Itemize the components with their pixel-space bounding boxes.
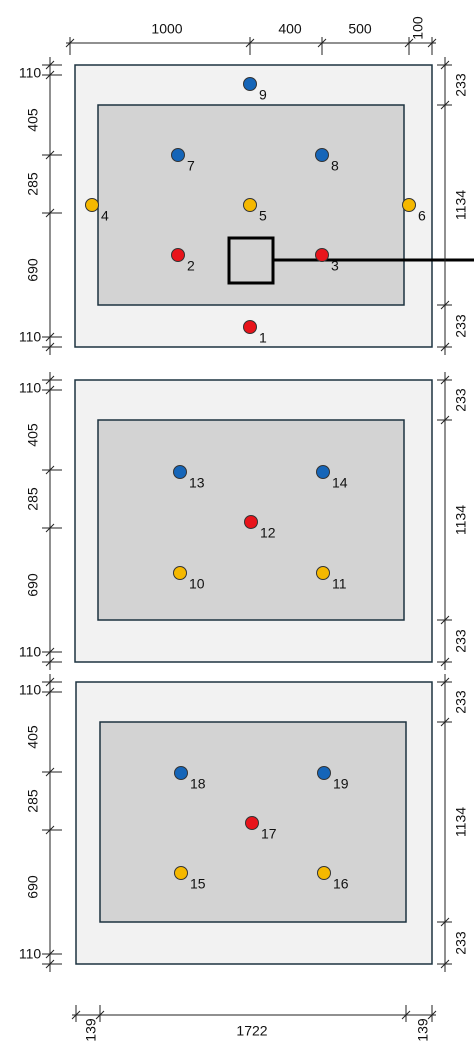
pile-marker: [315, 148, 329, 162]
right-dim-label: 233: [453, 690, 469, 714]
pile-label: 12: [260, 525, 276, 541]
top-dim-label: 400: [278, 21, 302, 37]
right-dim-label: 1134: [453, 505, 469, 535]
pile-label: 13: [189, 475, 205, 491]
pile-label: 17: [261, 826, 277, 842]
pile-label: 1: [259, 330, 267, 346]
pile-label: 11: [332, 576, 347, 592]
pile-marker: [243, 198, 257, 212]
pile-marker: [171, 148, 185, 162]
top-dim-label: 500: [348, 21, 372, 37]
left-dim-label: 405: [25, 108, 41, 132]
right-dim-label: 1134: [453, 807, 469, 837]
pile-label: 10: [189, 576, 205, 592]
bottom-dim-label: 139: [83, 1018, 99, 1041]
pile-marker: [402, 198, 416, 212]
pile-marker: [171, 248, 185, 262]
left-dim-label: 690: [25, 258, 41, 282]
left-dim-label: 405: [25, 423, 41, 447]
pile-label: 4: [101, 208, 109, 224]
pile-marker: [317, 866, 331, 880]
left-dim-label: 110: [19, 946, 42, 962]
pile-label: 9: [259, 87, 267, 103]
pile-label: 14: [332, 475, 348, 491]
left-dim-label: 110: [19, 380, 42, 396]
bottom-dim-label: 1722: [236, 1023, 267, 1039]
left-dim-label: 110: [19, 644, 42, 660]
top-dim-label: 1000: [151, 21, 182, 37]
left-dim-label: 285: [25, 172, 41, 196]
pile-marker: [174, 766, 188, 780]
pile-label: 2: [187, 258, 195, 274]
left-dim-label: 110: [19, 682, 42, 698]
pile-marker: [316, 566, 330, 580]
pile-label: 3: [331, 258, 339, 274]
left-dim-label: 690: [25, 875, 41, 899]
right-dim-label: 1134: [453, 190, 469, 220]
pile-label: 15: [190, 876, 206, 892]
right-dim-label: 233: [453, 314, 469, 338]
pile-label: 18: [190, 776, 206, 792]
right-dim-label: 233: [453, 931, 469, 955]
pile-marker: [174, 866, 188, 880]
right-dim-label: 233: [453, 629, 469, 653]
right-dim-label: 233: [453, 73, 469, 97]
pile-label: 6: [418, 208, 426, 224]
pile-label: 16: [333, 876, 349, 892]
pile-marker: [315, 248, 329, 262]
pile-marker: [85, 198, 99, 212]
pile-label: 7: [187, 158, 195, 174]
pile-marker: [243, 77, 257, 91]
left-dim-label: 110: [19, 65, 42, 81]
left-dim-label: 405: [25, 725, 41, 749]
left-dim-label: 110: [19, 329, 42, 345]
bottom-dim-label: 139: [415, 1018, 431, 1041]
top-dim-label: 100: [410, 16, 426, 40]
pile-marker: [317, 766, 331, 780]
pile-label: 19: [333, 776, 349, 792]
pile-marker: [173, 566, 187, 580]
pile-label: 8: [331, 158, 339, 174]
pile-marker: [243, 320, 257, 334]
pile-marker: [245, 816, 259, 830]
left-dim-label: 285: [25, 789, 41, 813]
pile-label: 5: [259, 208, 267, 224]
left-dim-label: 690: [25, 573, 41, 597]
left-dim-label: 285: [25, 487, 41, 511]
pile-marker: [244, 515, 258, 529]
pile-marker: [173, 465, 187, 479]
right-dim-label: 233: [453, 388, 469, 412]
pile-marker: [316, 465, 330, 479]
